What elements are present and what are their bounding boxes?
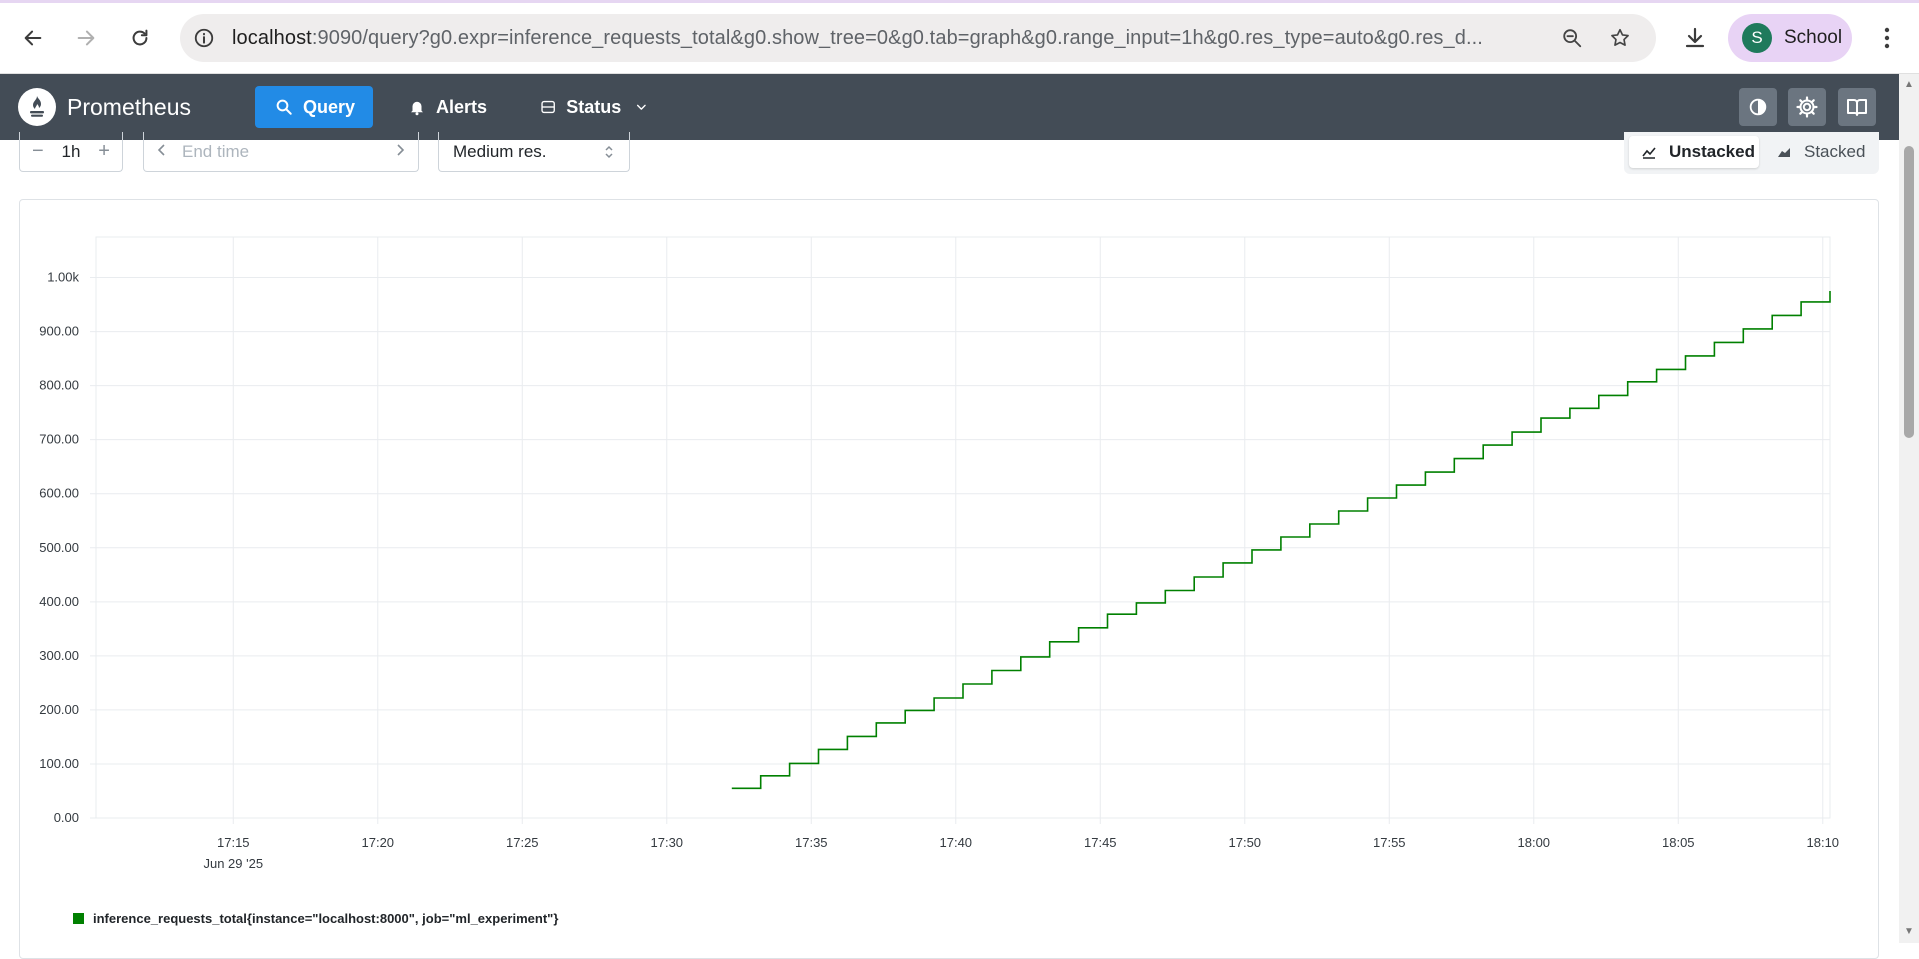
range-increase-button[interactable]: + <box>98 140 110 162</box>
x-tick-label: 17:45 <box>1084 835 1117 850</box>
y-tick-label: 500.00 <box>39 540 79 555</box>
y-tick-label: 1.00k <box>47 270 79 285</box>
x-tick-label: 18:00 <box>1518 835 1551 850</box>
x-tick-label: 17:15 <box>217 835 250 850</box>
legend-swatch <box>73 913 84 924</box>
unstacked-label: Unstacked <box>1669 142 1755 161</box>
y-tick-label: 600.00 <box>39 486 79 501</box>
bell-icon <box>411 101 423 116</box>
browser-toolbar: localhost:9090/query?g0.expr=inference_r… <box>0 0 1919 74</box>
page-scrollbar[interactable]: ▲ ▼ <box>1899 74 1919 943</box>
docs-book-icon[interactable] <box>1838 88 1876 126</box>
chevron-down-icon <box>637 104 647 110</box>
y-tick-label: 800.00 <box>39 378 79 393</box>
end-time-placeholder: End time <box>182 141 250 161</box>
tab-strip <box>0 0 1919 3</box>
prometheus-navbar: Prometheus Query Alerts Status <box>0 74 1899 140</box>
y-tick-label: 100.00 <box>39 756 79 771</box>
x-tick-label: 18:10 <box>1807 835 1840 850</box>
stack-mode-toggle: Unstacked Stacked <box>1624 132 1879 174</box>
zoom-icon[interactable] <box>1554 20 1590 56</box>
kebab-menu-icon[interactable] <box>1867 18 1907 58</box>
y-tick-label: 200.00 <box>39 702 79 717</box>
profile-chip[interactable]: S School <box>1728 14 1852 62</box>
line-chart-icon <box>1642 147 1656 159</box>
x-tick-label: 17:55 <box>1373 835 1406 850</box>
series-line <box>731 291 1831 790</box>
search-icon <box>276 99 292 115</box>
settings-gear-icon[interactable] <box>1788 88 1826 126</box>
chevron-left-icon[interactable] <box>156 141 168 162</box>
range-value[interactable]: 1h <box>61 141 81 161</box>
site-info-icon[interactable] <box>186 20 222 56</box>
brand-title[interactable]: Prometheus <box>67 94 192 120</box>
url-host: localhost <box>232 26 312 49</box>
url-path: :9090/query?g0.expr=inference_requests_t… <box>311 26 1483 49</box>
x-tick-label: 17:50 <box>1229 835 1262 850</box>
nav-query[interactable]: Query <box>255 86 373 128</box>
nav-status[interactable]: Status <box>528 86 658 128</box>
url-text[interactable]: localhost:9090/query?g0.expr=inference_r… <box>232 27 1532 50</box>
graph-panel <box>19 199 1879 959</box>
x-tick-label: 17:30 <box>651 835 684 850</box>
profile-name: School <box>1784 27 1843 48</box>
x-tick-label: 17:20 <box>362 835 395 850</box>
scroll-up-arrow-icon[interactable]: ▲ <box>1904 79 1914 90</box>
y-tick-label: 300.00 <box>39 648 79 663</box>
resolution-value: Medium res. <box>453 141 547 161</box>
stacked-option[interactable]: Stacked <box>1764 136 1874 168</box>
reload-icon[interactable] <box>120 18 160 58</box>
forward-arrow-icon[interactable] <box>66 18 106 58</box>
x-tick-label: 17:25 <box>506 835 539 850</box>
x-tick-label: 18:05 <box>1662 835 1695 850</box>
chevron-updown-icon <box>605 145 613 158</box>
nav-status-label: Status <box>566 96 622 117</box>
plot-area <box>95 236 1831 819</box>
x-tick-label: 17:35 <box>795 835 828 850</box>
nav-query-label: Query <box>303 96 356 117</box>
area-chart-icon <box>1778 148 1790 157</box>
back-arrow-icon[interactable] <box>13 18 53 58</box>
scroll-thumb[interactable] <box>1904 146 1914 438</box>
legend-series-label: inference_requests_total{instance="local… <box>93 911 559 926</box>
chart-legend[interactable]: inference_requests_total{instance="local… <box>73 911 558 926</box>
x-date-label: Jun 29 '25 <box>203 856 263 871</box>
stacked-label: Stacked <box>1804 142 1866 161</box>
end-time-input[interactable]: End time <box>143 132 419 172</box>
avatar: S <box>1742 23 1772 53</box>
time-series-chart[interactable]: 0.00 100.00 200.00 300.00 400.00 500.00 600.00… <box>0 0 1899 943</box>
address-bar[interactable]: localhost:9090/query?g0.expr=inference_r… <box>180 14 1656 62</box>
y-tick-label: 400.00 <box>39 594 79 609</box>
nav-alerts-label: Alerts <box>436 96 488 117</box>
y-tick-label: 0.00 <box>54 810 79 825</box>
y-tick-label: 900.00 <box>39 324 79 339</box>
theme-toggle-icon[interactable] <box>1739 88 1777 126</box>
range-input-group: − 1h + <box>19 132 123 172</box>
server-icon <box>541 100 555 114</box>
scroll-down-arrow-icon[interactable]: ▼ <box>1904 926 1914 937</box>
chevron-right-icon[interactable] <box>394 141 406 162</box>
download-icon[interactable] <box>1675 18 1715 58</box>
y-tick-label: 700.00 <box>39 432 79 447</box>
prometheus-logo-icon[interactable] <box>18 88 56 126</box>
unstacked-option[interactable]: Unstacked <box>1629 136 1759 168</box>
range-decrease-button[interactable]: − <box>32 140 44 162</box>
bookmark-star-icon[interactable] <box>1602 20 1638 56</box>
resolution-select[interactable]: Medium res. <box>438 132 630 172</box>
x-tick-label: 17:40 <box>940 835 973 850</box>
nav-alerts[interactable]: Alerts <box>396 86 506 128</box>
